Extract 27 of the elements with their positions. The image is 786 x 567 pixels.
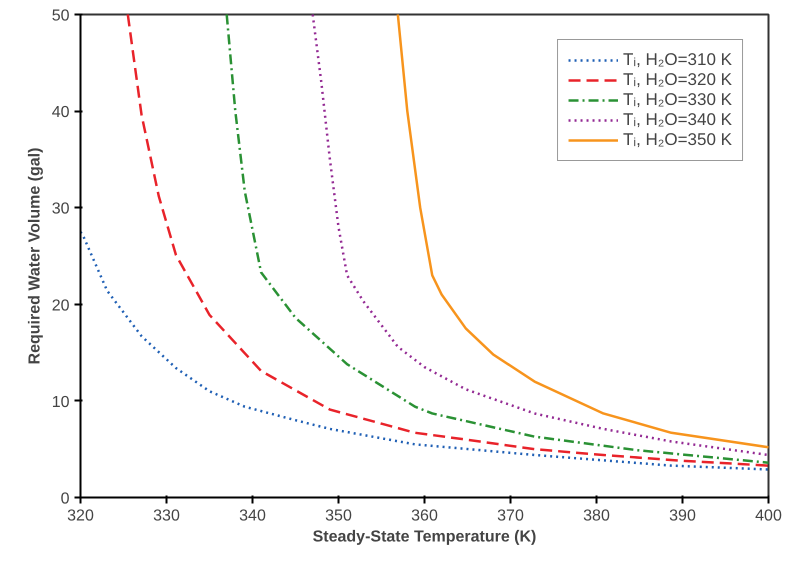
y-tick-label: 10 <box>52 394 70 411</box>
line-series <box>311 14 768 456</box>
legend-label: Tᵢ, H₂O=330 K <box>623 90 732 110</box>
x-tick-label: 330 <box>153 508 180 524</box>
x-tick-label: 390 <box>669 508 696 524</box>
y-tick-label: 40 <box>52 104 70 122</box>
x-tick-label: 370 <box>497 508 524 524</box>
y-axis-title: Required Water Volume (gal) <box>26 148 44 364</box>
y-tick-label: 30 <box>52 200 70 218</box>
line-series <box>80 230 768 471</box>
y-tick-label: 0 <box>60 490 70 508</box>
legend-label: Tᵢ, H₂O=340 K <box>623 110 732 130</box>
x-tick-label: 400 <box>755 508 782 524</box>
y-tick-label: 50 <box>52 8 70 24</box>
x-tick-label: 380 <box>583 508 610 524</box>
line-series <box>225 14 768 464</box>
y-tick-label: 20 <box>52 297 70 314</box>
legend-label: Tᵢ, H₂O=350 K <box>623 130 732 150</box>
line-series <box>126 14 768 467</box>
x-tick-label: 320 <box>67 508 94 524</box>
line-series <box>396 14 768 449</box>
x-tick-label: 360 <box>411 508 438 524</box>
x-axis-title: Steady-State Temperature (K) <box>312 528 536 546</box>
legend-label: Tᵢ, H₂O=320 K <box>623 70 732 90</box>
legend-label: Tᵢ, H₂O=310 K <box>623 50 732 70</box>
x-tick-label: 340 <box>239 508 266 524</box>
x-tick-label: 350 <box>325 508 352 524</box>
